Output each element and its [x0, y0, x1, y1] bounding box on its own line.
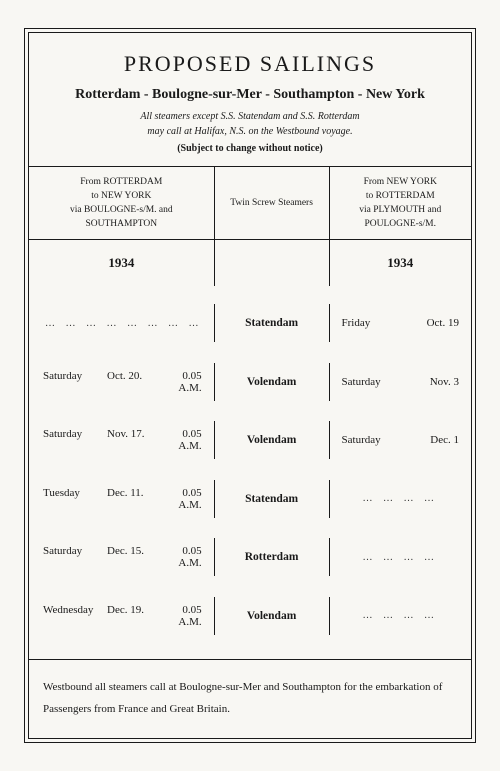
steamer-name: Statendam — [221, 317, 323, 329]
col-header-steamers: Twin Screw Steamers — [215, 167, 330, 239]
departure-cell: SaturdayOct. 20.0.05 A.M. — [29, 363, 215, 401]
steamer-cell: Volendam — [215, 597, 330, 635]
departure-cell: … … … … … … … … — [29, 304, 215, 342]
steamer-name: Volendam — [221, 434, 323, 446]
arrival-cell: Saturday Dec. 1 — [330, 421, 471, 459]
year-left: 1934 — [29, 240, 215, 286]
arrival-cell: Saturday Nov. 3 — [330, 363, 471, 401]
arrival-date: Dec. 1 — [430, 434, 459, 446]
departure-cell: TuesdayDec. 11.0.05 A.M. — [29, 480, 215, 518]
col-right-l2: to ROTTERDAM — [366, 189, 435, 203]
dots-placeholder: … … … … … … … … — [39, 318, 204, 329]
dots-placeholder: … … … … — [340, 552, 461, 563]
col-left-l2: to NEW YORK — [91, 189, 151, 203]
arrival-cell: … … … … — [330, 480, 471, 518]
departure-day: Saturday — [43, 428, 101, 452]
departure-cell: SaturdayNov. 17.0.05 A.M. — [29, 421, 215, 459]
year-row: 1934 1934 — [29, 240, 471, 286]
header-subject: (Subject to change without notice) — [39, 143, 461, 154]
arrival-date: Oct. 19 — [427, 317, 459, 329]
departure-day: Tuesday — [43, 487, 101, 511]
inner-border: PROPOSED SAILINGS Rotterdam - Boulogne-s… — [28, 32, 472, 739]
departure-date: Dec. 11. — [107, 487, 155, 511]
header: PROPOSED SAILINGS Rotterdam - Boulogne-s… — [29, 33, 471, 166]
header-note-1: All steamers except S.S. Statendam and S… — [39, 109, 461, 124]
data-rows: … … … … … … … … Statendam Friday Oct. 19 Sat… — [29, 286, 471, 659]
steamer-name: Volendam — [221, 376, 323, 388]
header-note-2: may call at Halifax, N.S. on the Westbou… — [39, 124, 461, 139]
arrival-wrap: Saturday Dec. 1 — [340, 434, 461, 446]
table-header-row: From ROTTERDAM to NEW YORK via BOULOGNE-… — [29, 167, 471, 239]
steamer-name: Volendam — [221, 610, 323, 622]
page-title: PROPOSED SAILINGS — [39, 51, 461, 77]
arrival-day: Friday — [342, 317, 371, 329]
departure-time: 0.05 A.M. — [161, 545, 204, 569]
schedule-table: From ROTTERDAM to NEW YORK via BOULOGNE-… — [29, 167, 471, 659]
steamer-name: Rotterdam — [221, 551, 323, 563]
steamer-cell: Volendam — [215, 421, 330, 459]
departure-date: Dec. 15. — [107, 545, 155, 569]
departure-wrap: SaturdayNov. 17.0.05 A.M. — [39, 428, 204, 452]
steamer-cell: Rotterdam — [215, 538, 330, 576]
departure-day: Saturday — [43, 545, 101, 569]
arrival-cell: … … … … — [330, 597, 471, 635]
departure-wrap: TuesdayDec. 11.0.05 A.M. — [39, 487, 204, 511]
dots-placeholder: … … … … — [340, 610, 461, 621]
route-line: Rotterdam - Boulogne-sur-Mer - Southampt… — [39, 87, 461, 103]
steamer-name: Statendam — [221, 493, 323, 505]
col-left-l3: via BOULOGNE-s/M. and — [70, 203, 173, 217]
col-left-l4: SOUTHAMPTON — [86, 217, 158, 231]
departure-date: Nov. 17. — [107, 428, 155, 452]
table-row: TuesdayDec. 11.0.05 A.M. Statendam … … … … — [29, 480, 471, 518]
departure-time: 0.05 A.M. — [161, 428, 204, 452]
year-right: 1934 — [330, 240, 471, 286]
table-row: SaturdayNov. 17.0.05 A.M.VolendamSaturda… — [29, 421, 471, 459]
arrival-wrap: Friday Oct. 19 — [340, 317, 461, 329]
departure-wrap: SaturdayOct. 20.0.05 A.M. — [39, 370, 204, 394]
steamer-cell: Statendam — [215, 480, 330, 518]
steamer-cell: Statendam — [215, 304, 330, 342]
departure-date: Oct. 20. — [107, 370, 155, 394]
arrival-cell: Friday Oct. 19 — [330, 304, 471, 342]
departure-wrap: SaturdayDec. 15.0.05 A.M. — [39, 545, 204, 569]
col-right-l1: From NEW YORK — [364, 175, 437, 189]
arrival-cell: … … … … — [330, 538, 471, 576]
arrival-day: Saturday — [342, 376, 381, 388]
steamer-cell: Volendam — [215, 363, 330, 401]
col-left-l1: From ROTTERDAM — [80, 175, 162, 189]
year-mid — [215, 240, 330, 286]
arrival-wrap: Saturday Nov. 3 — [340, 376, 461, 388]
departure-time: 0.05 A.M. — [161, 604, 204, 628]
departure-cell: WednesdayDec. 19.0.05 A.M. — [29, 597, 215, 635]
col-right-l3: via PLYMOUTH and — [359, 203, 441, 217]
col-header-from-newyork: From NEW YORK to ROTTERDAM via PLYMOUTH … — [330, 167, 471, 239]
arrival-day: Saturday — [342, 434, 381, 446]
departure-time: 0.05 A.M. — [161, 487, 204, 511]
departure-cell: SaturdayDec. 15.0.05 A.M. — [29, 538, 215, 576]
table-row: SaturdayDec. 15.0.05 A.M. Rotterdam … … … … — [29, 538, 471, 576]
table-row: … … … … … … … … Statendam Friday Oct. 19 — [29, 304, 471, 342]
col-header-from-rotterdam: From ROTTERDAM to NEW YORK via BOULOGNE-… — [29, 167, 215, 239]
departure-date: Dec. 19. — [107, 604, 155, 628]
departure-time: 0.05 A.M. — [161, 370, 204, 394]
table-row: SaturdayOct. 20.0.05 A.M.VolendamSaturda… — [29, 363, 471, 401]
table-row: WednesdayDec. 19.0.05 A.M. Volendam … … … … — [29, 597, 471, 635]
arrival-date: Nov. 3 — [430, 376, 459, 388]
departure-day: Saturday — [43, 370, 101, 394]
dots-placeholder: … … … … — [340, 493, 461, 504]
outer-border: PROPOSED SAILINGS Rotterdam - Boulogne-s… — [24, 28, 476, 743]
footer-note: Westbound all steamers call at Boulogne-… — [29, 660, 471, 738]
departure-wrap: WednesdayDec. 19.0.05 A.M. — [39, 604, 204, 628]
departure-day: Wednesday — [43, 604, 101, 628]
col-right-l4: POULOGNE-s/M. — [364, 217, 436, 231]
